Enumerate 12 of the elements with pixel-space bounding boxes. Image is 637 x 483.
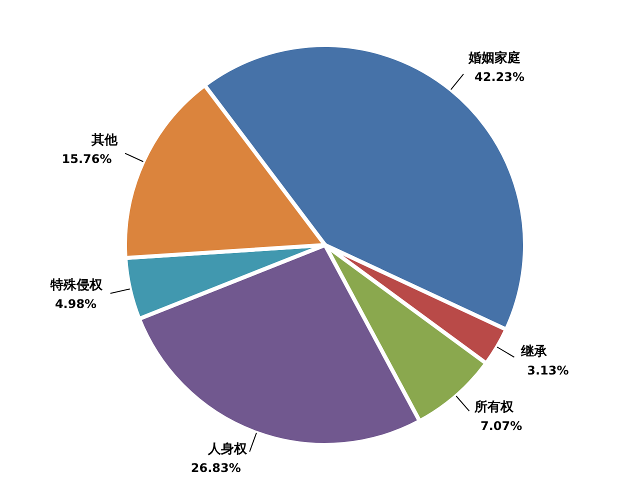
data-label: 4.98% [54, 297, 97, 312]
slice-label: 特殊侵权 [50, 278, 104, 294]
slice-label: 其他 [90, 132, 119, 148]
data-label: 15.76% [62, 152, 112, 166]
slice-label: 所有权 [474, 399, 515, 416]
slice-label: 继承 [520, 344, 548, 360]
slice-label: 婚姻家庭 [468, 50, 521, 66]
data-label: 26.83% [190, 461, 241, 476]
data-label: 42.23% [474, 70, 525, 84]
data-label: 3.13% [527, 363, 569, 378]
data-label: 7.07% [480, 419, 522, 434]
slice-label: 人身权 [206, 442, 248, 458]
